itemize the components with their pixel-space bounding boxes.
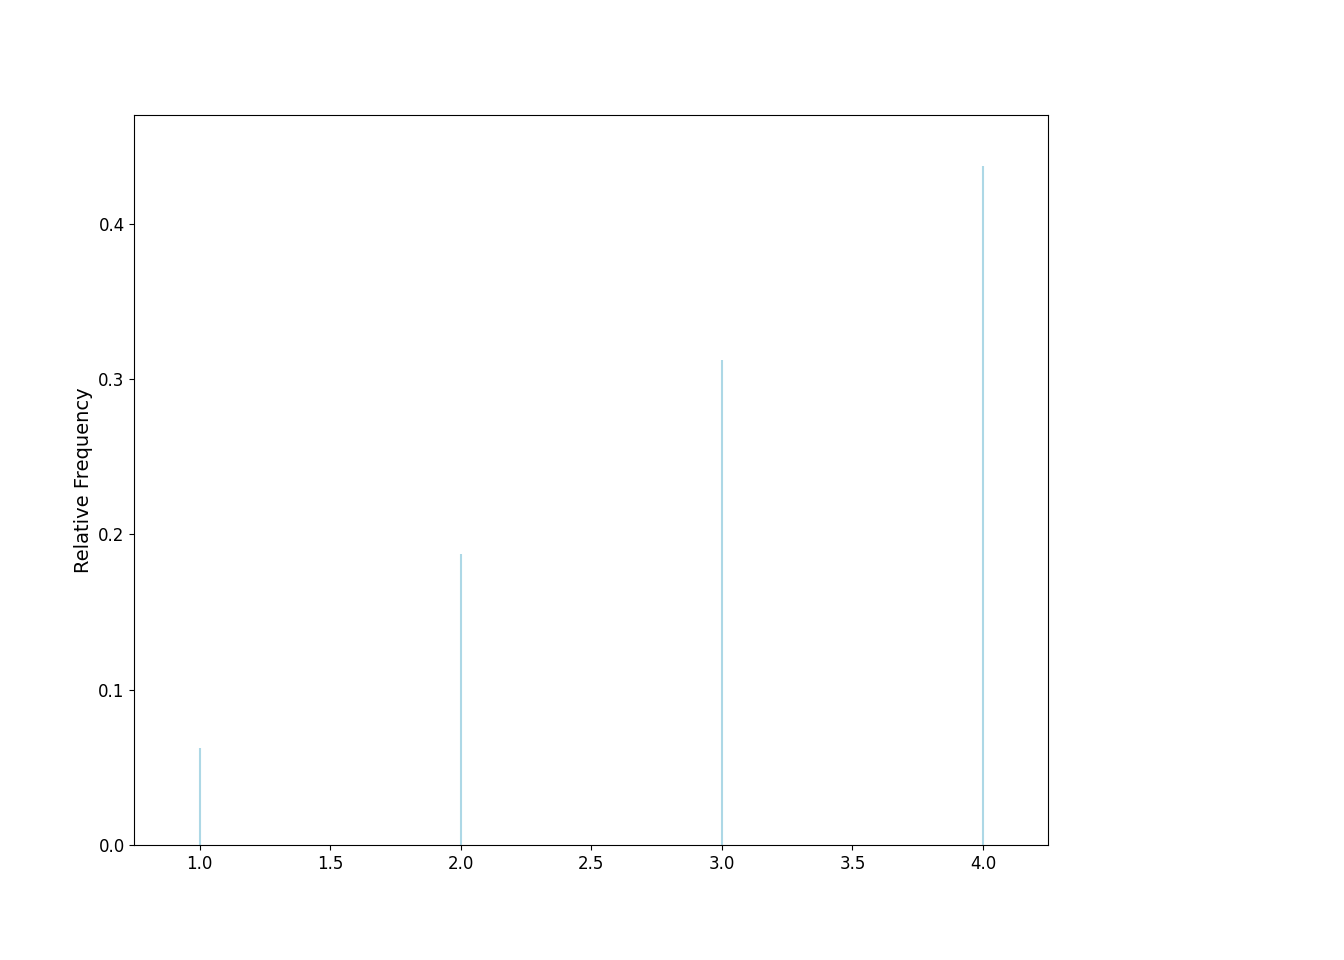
Y-axis label: Relative Frequency: Relative Frequency bbox=[74, 387, 93, 573]
